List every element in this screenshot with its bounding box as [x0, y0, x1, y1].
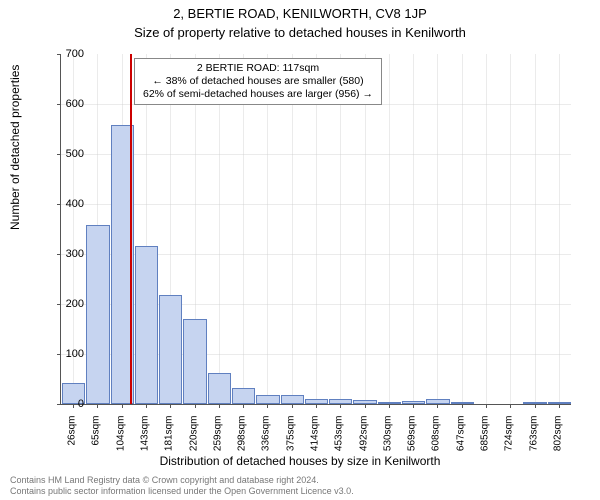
x-tick-label: 685sqm	[480, 416, 491, 466]
x-tick-label: 336sqm	[261, 416, 272, 466]
histogram-bar	[281, 395, 304, 404]
x-tick-label: 220sqm	[188, 416, 199, 466]
x-tick-label: 181sqm	[164, 416, 175, 466]
x-tick-label: 26sqm	[67, 416, 78, 466]
chart-container: 2, BERTIE ROAD, KENILWORTH, CV8 1JP Size…	[0, 0, 600, 500]
y-tick-label: 400	[44, 198, 84, 210]
y-tick-label: 0	[44, 398, 84, 410]
chart-subtitle: Size of property relative to detached ho…	[0, 23, 600, 40]
y-tick-label: 700	[44, 48, 84, 60]
histogram-bar	[183, 319, 206, 404]
x-tick-label: 802sqm	[552, 416, 563, 466]
annotation-line3: 62% of semi-detached houses are larger (…	[143, 88, 373, 101]
y-tick-label: 500	[44, 148, 84, 160]
x-tick-label: 763sqm	[528, 416, 539, 466]
x-tick-label: 530sqm	[382, 416, 393, 466]
histogram-bar	[256, 395, 279, 404]
histogram-bar	[159, 295, 182, 404]
y-tick-label: 200	[44, 298, 84, 310]
plot-region	[60, 54, 571, 405]
footer-line1: Contains HM Land Registry data © Crown c…	[10, 475, 354, 486]
x-tick-label: 569sqm	[407, 416, 418, 466]
x-tick-label: 259sqm	[212, 416, 223, 466]
x-tick-label: 492sqm	[358, 416, 369, 466]
x-tick-label: 724sqm	[504, 416, 515, 466]
histogram-bar	[208, 373, 231, 404]
x-tick-label: 414sqm	[310, 416, 321, 466]
x-tick-label: 647sqm	[455, 416, 466, 466]
annotation-box: 2 BERTIE ROAD: 117sqm ← 38% of detached …	[134, 58, 382, 105]
y-tick-label: 100	[44, 348, 84, 360]
marker-line	[130, 54, 132, 404]
x-tick-label: 298sqm	[237, 416, 248, 466]
x-tick-label: 65sqm	[91, 416, 102, 466]
annotation-line1: 2 BERTIE ROAD: 117sqm	[143, 62, 373, 75]
annotation-line2: ← 38% of detached houses are smaller (58…	[143, 75, 373, 88]
x-tick-label: 143sqm	[140, 416, 151, 466]
y-tick-label: 300	[44, 248, 84, 260]
x-tick-label: 608sqm	[431, 416, 442, 466]
histogram-bar	[232, 388, 255, 404]
y-axis-label: Number of detached properties	[8, 65, 22, 230]
footer-line2: Contains public sector information licen…	[10, 486, 354, 497]
histogram-bar	[86, 225, 109, 404]
page-title: 2, BERTIE ROAD, KENILWORTH, CV8 1JP	[0, 0, 600, 23]
x-tick-label: 453sqm	[334, 416, 345, 466]
x-tick-label: 104sqm	[115, 416, 126, 466]
chart-area: 2 BERTIE ROAD: 117sqm ← 38% of detached …	[60, 54, 570, 404]
histogram-bar	[135, 246, 158, 404]
footer-attribution: Contains HM Land Registry data © Crown c…	[10, 475, 354, 497]
y-tick-label: 600	[44, 98, 84, 110]
x-tick-label: 375sqm	[285, 416, 296, 466]
